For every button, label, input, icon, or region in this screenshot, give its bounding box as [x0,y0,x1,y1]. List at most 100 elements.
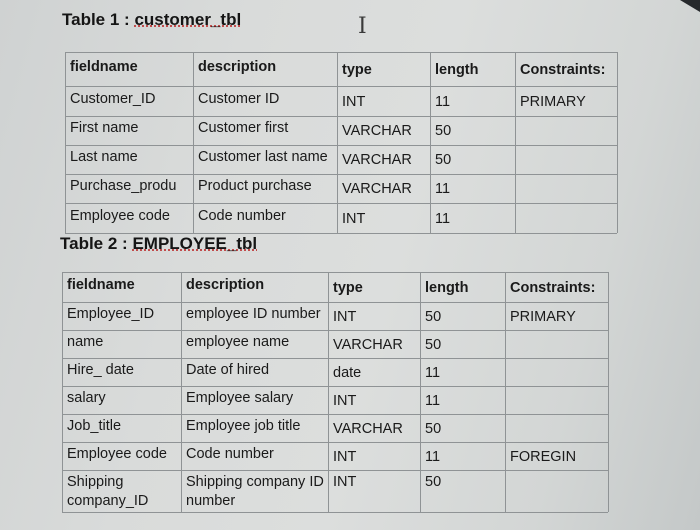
cell-length: 11 [435,211,451,227]
cell-length: 50 [425,309,442,325]
table-rule [515,52,516,233]
cell-fieldname: Employee code [67,446,167,462]
header-constraints: Constraints: [510,280,596,296]
cell-fieldname: Last name [70,149,138,165]
cell-description: Customer first [198,120,289,136]
cell-description: employee ID number [186,306,321,322]
table-rule [430,52,431,233]
cell-fieldname: Job_title [67,418,122,434]
cell-constraints: FOREGIN [510,449,577,465]
table-rule [65,86,617,87]
table-rule [65,145,617,146]
cell-description: employee name [186,334,290,350]
cell-fieldname: Shipping company_ID [67,474,149,509]
cell-constraints [510,421,606,442]
header-description: description [186,277,265,293]
table-rule [65,116,617,117]
cell-type: VARCHAR [333,421,403,437]
cell-length: 11 [425,365,441,381]
cell-constraints [510,393,606,414]
cell-fieldname: Hire_ date [67,362,134,378]
cell-length: 11 [435,181,451,197]
cell-description: Employee salary [186,390,294,406]
cell-type: VARCHAR [342,152,412,168]
table-rule [608,272,609,512]
cell-description: Customer ID [198,91,280,107]
cell-fieldname: First name [70,120,139,136]
table-rule [62,358,608,359]
header-description: description [198,59,277,75]
cell-length: 50 [425,337,442,353]
cell-length: 50 [435,123,452,139]
cell-type: INT [333,309,357,325]
cell-type: INT [342,94,366,110]
cell-constraints: PRIMARY [520,94,586,110]
cell-description: Code number [198,208,286,224]
table2-caption-prefix: Table 2 : [60,234,133,253]
cell-description: Product purchase [198,178,312,194]
cell-type: VARCHAR [342,123,412,139]
table-rule [62,512,608,513]
cell-fieldname: name [67,334,104,350]
cell-constraints: PRIMARY [510,309,576,325]
table-rule [65,52,617,53]
cell-fieldname: Employee_ID [67,306,155,322]
table-rule [62,414,608,415]
table1-caption-prefix: Table 1 : [62,10,135,29]
table-rule [62,272,608,273]
header-type: type [333,280,363,296]
table1-caption-name: customer_tbl [134,10,242,29]
cell-constraints [520,181,615,203]
cell-type: INT [333,474,357,490]
header-length: length [425,280,469,296]
header-length: length [435,62,479,78]
cell-length: 50 [425,421,442,437]
table1-caption: Table 1 : customer_tbl [62,10,241,30]
employee-table: fieldname description type length Constraint… [62,272,609,513]
cell-constraints [510,473,606,512]
table2-caption-name: EMPLOYEE_tbl [132,234,258,253]
cell-length: 50 [435,152,452,168]
table-rule [62,442,608,443]
cell-description: Customer last name [198,149,328,165]
cell-constraints [520,152,615,174]
cell-type: INT [333,449,357,465]
table-rule [505,272,506,512]
cell-fieldname: Customer_ID [70,91,156,107]
cell-length: 50 [425,474,442,490]
table-rule [62,330,608,331]
cell-description: Employee job title [186,418,301,434]
header-type: type [342,62,372,78]
cell-fieldname: Employee code [70,208,170,224]
cell-type: INT [333,393,357,409]
cell-fieldname: Purchase_produ [70,178,177,194]
cell-fieldname: salary [67,390,106,406]
header-constraints: Constraints: [520,62,606,78]
table2-caption: Table 2 : EMPLOYEE_tbl [60,234,257,254]
cell-type: VARCHAR [342,181,412,197]
table-rule [65,174,617,175]
cell-constraints [510,365,606,386]
cell-description: Date of hired [186,362,270,378]
table-rule [65,52,66,233]
header-fieldname: fieldname [70,59,138,75]
table-rule [328,272,329,512]
table-rule [181,272,182,512]
table-rule [617,52,618,233]
cell-type: VARCHAR [333,337,403,353]
cell-description: Shipping company ID number [186,474,324,509]
table-rule [65,233,617,234]
table-rule [420,272,421,512]
customer-table: fieldname description type length Constraint… [65,52,618,234]
cell-constraints [520,123,615,145]
table-rule [65,203,617,204]
table-rule [62,470,608,471]
cell-length: 11 [425,449,441,465]
header-fieldname: fieldname [67,277,135,293]
cell-description: Code number [186,446,274,462]
table-rule [62,386,608,387]
cell-type: date [333,365,362,381]
table-rule [62,272,63,512]
text-cursor-icon: I [358,14,367,39]
